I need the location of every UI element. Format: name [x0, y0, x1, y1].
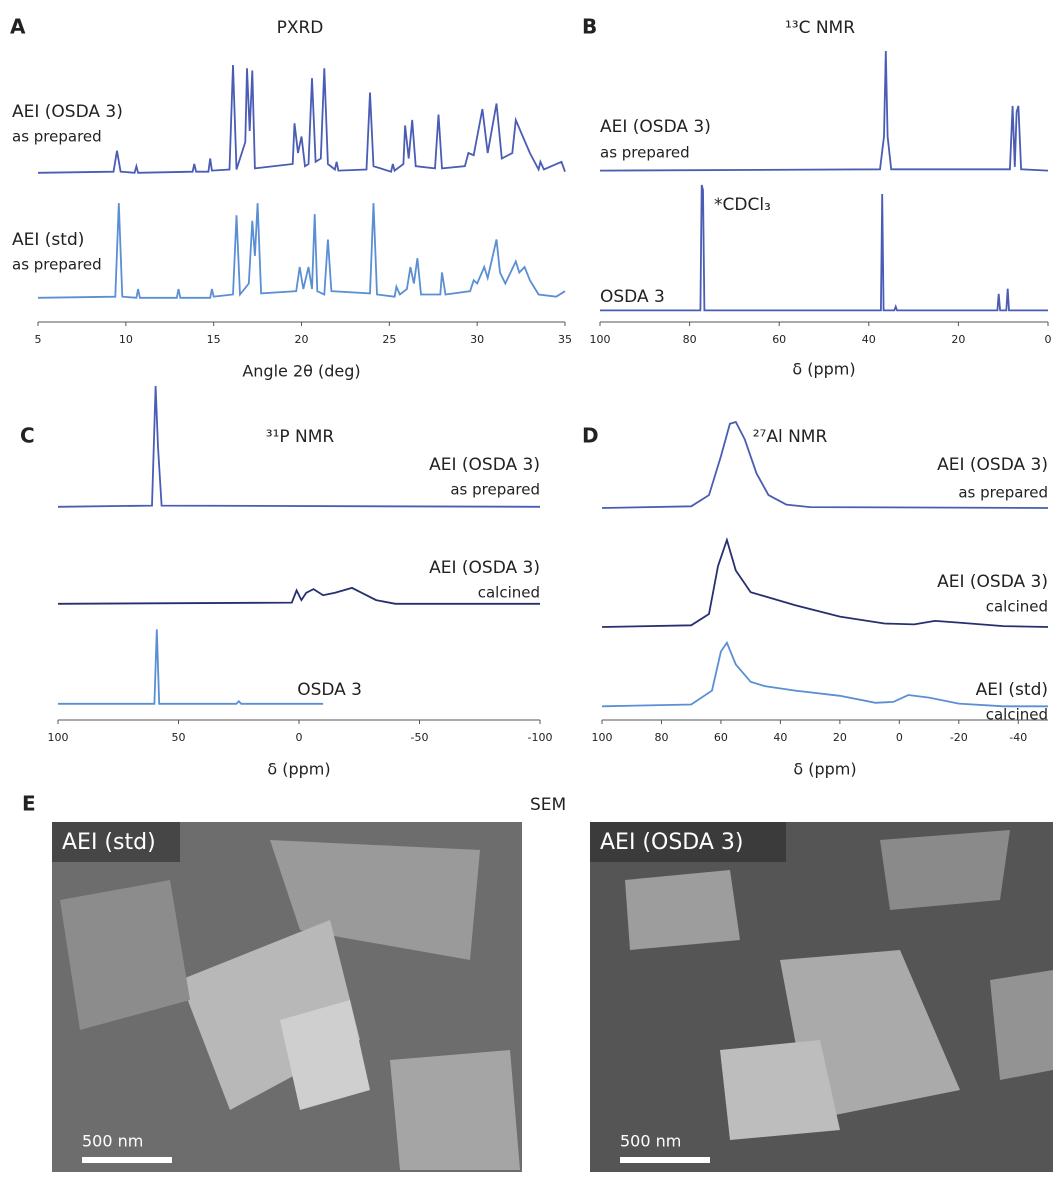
x-tick-label: 40 — [773, 731, 787, 744]
annotation: *CDCl₃ — [714, 195, 771, 215]
series-label: AEI (std) — [12, 230, 84, 250]
x-tick-label: 20 — [833, 731, 847, 744]
series-label: AEI (OSDA 3) — [937, 572, 1048, 592]
x-tick-label: 80 — [654, 731, 668, 744]
chart-title: ³¹P NMR — [266, 427, 335, 447]
scale-bar — [82, 1157, 172, 1163]
series-note: calcined — [986, 706, 1048, 724]
x-axis-label: δ (ppm) — [792, 360, 855, 379]
x-tick-label: 40 — [862, 333, 876, 346]
x-tick-label: 0 — [1045, 333, 1052, 346]
series-label: OSDA 3 — [600, 287, 665, 307]
series-note: as prepared — [958, 484, 1048, 502]
x-axis-label: δ (ppm) — [793, 760, 856, 779]
x-tick-label: 0 — [896, 731, 903, 744]
series-note: as prepared — [450, 481, 540, 499]
x-tick-label: 100 — [590, 333, 611, 346]
x-tick-label: 20 — [951, 333, 965, 346]
x-tick-label: -100 — [528, 731, 553, 744]
x-tick-label: 60 — [772, 333, 786, 346]
x-tick-label: 30 — [470, 333, 484, 346]
crystal — [625, 870, 740, 950]
panel-letter: B — [582, 15, 597, 39]
x-tick-label: -20 — [950, 731, 968, 744]
x-axis-label: δ (ppm) — [267, 760, 330, 779]
crystal — [720, 1040, 840, 1140]
panel-letter: E — [22, 792, 36, 816]
series-note: as prepared — [12, 128, 102, 146]
x-tick-label: 35 — [558, 333, 572, 346]
x-tick-label: 50 — [172, 731, 186, 744]
x-tick-label: 25 — [382, 333, 396, 346]
x-tick-label: 5 — [35, 333, 42, 346]
series-label: AEI (OSDA 3) — [600, 117, 711, 137]
series-label: AEI (OSDA 3) — [12, 102, 123, 122]
sem-image: AEI (OSDA 3) 500 nm — [590, 822, 1053, 1172]
spectrum — [38, 203, 565, 298]
spectrum — [58, 629, 323, 703]
x-tick-label: 100 — [48, 731, 69, 744]
series-label: AEI (OSDA 3) — [937, 455, 1048, 475]
series-label: OSDA 3 — [297, 680, 362, 700]
panel-letter: D — [582, 424, 599, 448]
series-note: calcined — [986, 598, 1048, 616]
x-tick-label: 60 — [714, 731, 728, 744]
panel-letter: C — [20, 424, 35, 448]
chart-title: ²⁷Al NMR — [753, 427, 828, 447]
image-label: AEI (OSDA 3) — [600, 830, 743, 855]
series-label: AEI (OSDA 3) — [429, 558, 540, 578]
sem-image: AEI (std) 500 nm — [52, 822, 522, 1172]
figure-canvas: E SEM AEI (std) 500 nm AEI (OSDA 3) 500 … — [0, 0, 1055, 1179]
x-axis-label: Angle 2θ (deg) — [242, 362, 360, 381]
x-tick-label: 20 — [295, 333, 309, 346]
scale-bar-label: 500 nm — [620, 1132, 681, 1151]
image-label: AEI (std) — [62, 830, 156, 855]
x-tick-label: 15 — [207, 333, 221, 346]
spectrum — [600, 185, 1048, 310]
chart-title: ¹³C NMR — [785, 18, 855, 38]
sem-title: SEM — [530, 795, 566, 815]
figure: E SEM AEI (std) 500 nm AEI (OSDA 3) 500 … — [0, 0, 1055, 1179]
crystal — [390, 1050, 520, 1170]
series-note: as prepared — [600, 144, 690, 162]
crystal — [880, 830, 1010, 910]
series-label: AEI (std) — [976, 680, 1048, 700]
series-note: calcined — [478, 584, 540, 602]
crystal — [990, 970, 1053, 1080]
series-note: as prepared — [12, 256, 102, 274]
scale-bar — [620, 1157, 710, 1163]
x-tick-label: 100 — [592, 731, 613, 744]
chart-title: PXRD — [277, 18, 324, 38]
x-tick-label: 0 — [296, 731, 303, 744]
series-label: AEI (OSDA 3) — [429, 455, 540, 475]
x-tick-label: -40 — [1009, 731, 1027, 744]
spectrum — [58, 588, 540, 604]
x-tick-label: 10 — [119, 333, 133, 346]
scale-bar-label: 500 nm — [82, 1132, 143, 1151]
x-tick-label: 80 — [683, 333, 697, 346]
panel-letter: A — [10, 15, 26, 39]
x-tick-label: -50 — [411, 731, 429, 744]
